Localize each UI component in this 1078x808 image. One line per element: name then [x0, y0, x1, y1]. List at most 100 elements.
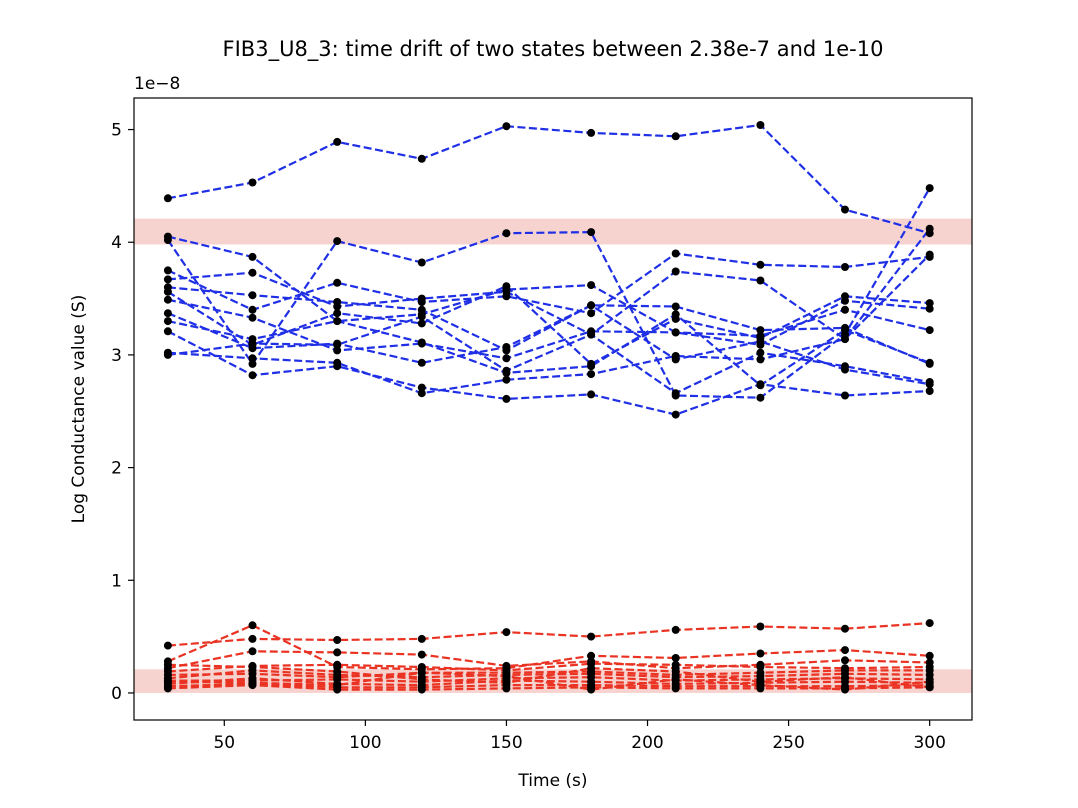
high-state-series-2-point [587, 281, 596, 290]
y-tick-label: 5 [111, 121, 122, 141]
high-state-series-13-point [756, 348, 765, 357]
low-state-series-11-point [502, 678, 511, 687]
low-state-series-12-point [841, 685, 849, 694]
high-state-series-5-point [248, 268, 257, 277]
high-state-series-1-point [163, 194, 172, 203]
high-state-series-8-point [756, 331, 765, 340]
low-state-series-10-point [417, 685, 426, 694]
high-state-series-line-11 [167, 330, 930, 416]
high-state-series-11-point [841, 391, 849, 400]
high-state-series-4-point [333, 278, 342, 287]
series-points [163, 121, 934, 694]
high-state-series-9-point [163, 309, 172, 318]
high-state-series-4-point [163, 266, 172, 275]
high-state-series-13-point [502, 366, 511, 375]
high-state-series-7-point [502, 282, 511, 291]
low-state-series-line-4 [167, 662, 930, 673]
low-state-series-2-point [756, 649, 765, 658]
low-state-series-line-5 [167, 669, 930, 679]
high-state-series-3-point [587, 228, 596, 237]
low-state-series-11-point [163, 660, 172, 669]
low-state-series-line-2 [167, 624, 930, 671]
high-state-series-8-point [841, 305, 849, 314]
high-state-series-10-point [333, 317, 342, 326]
high-state-series-8-point [333, 346, 342, 355]
low-state-series-11-point [248, 663, 257, 671]
high-state-series-7-point [163, 287, 172, 296]
high-state-series-line-6 [167, 286, 931, 365]
high-state-series-line-13 [167, 315, 930, 395]
high-state-series-10-point [925, 358, 934, 367]
high-state-series-11-point [587, 390, 596, 399]
high-state-series-line-9 [167, 304, 930, 386]
low-state-series-12-point [756, 681, 765, 690]
high-state-series-3-point [925, 184, 934, 193]
low-state-series-3-point [417, 650, 426, 659]
high-state-series-4-point [587, 309, 596, 318]
low-state-series-12-point [671, 675, 680, 684]
high-state-series-9-point [587, 301, 596, 310]
low-state-series-line-6 [167, 669, 930, 680]
high-state-series-12-point [587, 370, 596, 379]
high-state-series-13-point [671, 389, 680, 398]
high-state-series-1-point [502, 122, 511, 131]
low-state-series-12-point [163, 677, 172, 686]
low-state-series-12-point [417, 668, 426, 677]
low-state-series-11-point [417, 675, 426, 684]
high-state-series-line-8 [167, 298, 930, 360]
high-state-series-13-point [333, 340, 342, 349]
high-state-series-11-point [925, 387, 934, 395]
low-state-series-line-9 [167, 682, 930, 689]
high-state-series-line-3 [166, 187, 931, 399]
y-tick-label: 2 [111, 459, 122, 479]
low-state-series-1-point [671, 625, 680, 634]
low-state-series-3-point [248, 647, 257, 656]
low-state-series-line-8 [167, 677, 930, 687]
high-state-series-6-point [248, 291, 257, 300]
low-state-series-10-point [502, 684, 511, 693]
high-state-series-5-point [502, 287, 511, 296]
high-state-series-8-point [163, 295, 172, 304]
high-state-series-5-point [756, 276, 765, 285]
chart-title: FIB3_U8_3: time drift of two states betw… [223, 37, 884, 62]
high-state-series-12-point [925, 250, 934, 259]
high-state-series-4-point [248, 305, 257, 314]
high-state-series-7-point [333, 309, 342, 318]
high-state-series-3-point [502, 229, 511, 238]
low-state-series-11-point [925, 683, 934, 692]
high-state-series-6-point [756, 326, 765, 335]
high-state-series-line-1 [167, 123, 930, 235]
y-axis-label: Log Conductance value (S) [69, 295, 89, 524]
high-state-series-4-point [756, 260, 765, 269]
high-state-series-line-10 [167, 312, 931, 387]
x-tick-label: 200 [631, 733, 663, 753]
low-state-series-11-point [333, 667, 342, 676]
low-state-series-1-point [587, 632, 596, 641]
low-state-series-3-point [333, 648, 342, 657]
high-state-series-10-point [417, 338, 426, 347]
low-state-series-12-point [333, 681, 342, 690]
high-state-series-11-point [502, 394, 511, 403]
high-state-series-9-point [417, 358, 426, 367]
high-state-series-4-point [671, 249, 680, 258]
low-state-series-4-point [333, 660, 342, 669]
low-state-series-2-point [248, 621, 257, 630]
high-state-series-line-5 [167, 228, 931, 341]
x-axis-label: Time (s) [517, 771, 587, 791]
high-state-series-13-point [248, 339, 257, 348]
high-state-series-11-point [756, 380, 765, 389]
high-state-series-3-point [417, 258, 426, 267]
low-state-series-11-point [671, 667, 680, 676]
high-state-series-2-point [248, 252, 257, 261]
high-state-series-8-point [925, 326, 934, 335]
high-state-series-12-point [502, 375, 511, 384]
low-state-series-12-point [248, 678, 257, 687]
low-state-series-11-point [587, 664, 596, 673]
high-state-series-8-point [502, 354, 511, 363]
low-state-series-11-point [841, 673, 849, 682]
low-state-series-1-point [417, 634, 426, 643]
high-state-series-4-point [841, 263, 849, 271]
high-state-series-1-point [841, 205, 849, 214]
low-state-series-1-point [925, 619, 934, 628]
low-state-series-2-point [671, 654, 680, 662]
